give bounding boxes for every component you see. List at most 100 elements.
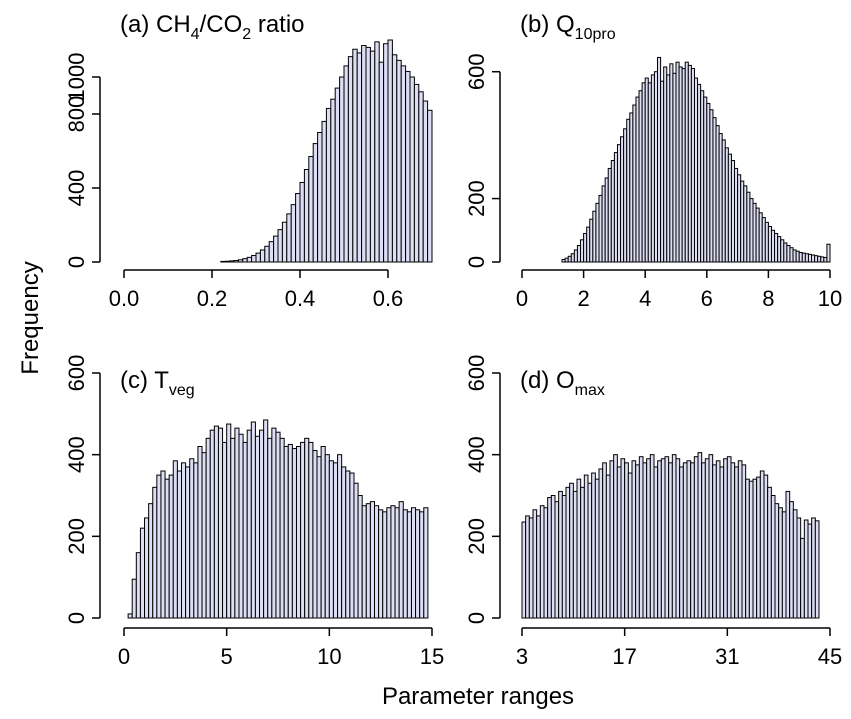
y-tick-label: 400 [64, 170, 89, 207]
histogram-bar [378, 61, 385, 263]
histogram-bar [176, 470, 182, 619]
histogram-bar [752, 478, 758, 619]
histogram-bar [631, 460, 637, 619]
histogram-bar [778, 507, 783, 619]
histogram-bar [770, 495, 776, 619]
x-tick-label: 8 [762, 286, 774, 311]
x-tick-label: 10 [317, 644, 341, 669]
histogram-bar [587, 482, 593, 619]
histogram-bar [226, 423, 232, 619]
x-tick-label: 3 [516, 644, 528, 669]
histogram-bar [303, 169, 310, 263]
histogram-bar [131, 578, 137, 619]
histogram-bar [580, 486, 585, 619]
histogram-bar [156, 474, 162, 619]
histogram-bar [391, 54, 398, 263]
x-tick-label: 0.0 [109, 286, 140, 311]
histogram-bar [246, 429, 252, 619]
histogram-bar [796, 517, 802, 619]
histogram-bar [345, 470, 351, 619]
histogram-bar [148, 503, 154, 619]
histogram-bar [423, 507, 429, 619]
histogram-bar [396, 59, 402, 263]
histogram-bar [189, 458, 195, 619]
panel-c: 0 5 10 15 0 200 400 600 (c) Tveg [64, 355, 444, 669]
histogram-bar [295, 193, 301, 263]
histogram-bar [668, 462, 673, 619]
histogram-bar [312, 143, 319, 263]
y-tick-label: 600 [464, 355, 489, 392]
histogram-bar [723, 458, 728, 619]
histogram-bar [715, 460, 721, 619]
histogram-bar [286, 213, 292, 263]
histogram-bar [811, 517, 816, 619]
histogram-bar [569, 482, 574, 619]
histogram-bar [521, 521, 527, 619]
histogram-bar [334, 87, 341, 263]
histogram-bar [320, 446, 326, 619]
y-tick-label: 0 [464, 256, 489, 268]
histogram-bar [627, 472, 633, 619]
x-tick-label: 5 [221, 644, 233, 669]
panel-c-title: (c) Tveg [120, 367, 195, 399]
histogram-bar [422, 100, 429, 263]
y-tick-label: 0 [64, 256, 89, 268]
histogram-bar [259, 249, 266, 263]
histogram-bar [682, 462, 688, 619]
x-tick-label: 10 [818, 286, 842, 311]
histogram-bar [369, 501, 376, 619]
histogram-bar [230, 437, 236, 619]
histogram-bar [726, 456, 732, 619]
x-tick-label: 0 [118, 644, 130, 669]
histogram-bar [781, 511, 787, 619]
panel-d-title: (d) Omax [520, 367, 605, 399]
histogram-bar [201, 452, 207, 619]
histogram-bar [337, 454, 343, 619]
histogram-bar [390, 505, 396, 619]
histogram-bar [539, 505, 545, 619]
x-tick-label: 6 [701, 286, 713, 311]
histogram-bar [139, 527, 146, 619]
histogram-bar [649, 454, 655, 619]
x-tick-label: 31 [715, 644, 739, 669]
histogram-bar [576, 478, 582, 619]
histogram-bar [267, 437, 273, 619]
panel-d-bars [521, 452, 820, 619]
histogram-bar [410, 507, 417, 619]
histogram-bar [168, 474, 174, 619]
y-tick-label: 200 [464, 518, 489, 555]
histogram-bar [332, 462, 339, 619]
histogram-bar [374, 41, 380, 263]
histogram-bar [250, 421, 256, 619]
histogram-bar [400, 65, 407, 263]
histogram-bar [242, 441, 248, 619]
panel-c-bars [127, 419, 429, 619]
histogram-bar [242, 258, 248, 263]
histogram-bar [229, 260, 235, 263]
histogram-bar [365, 503, 371, 619]
x-tick-label: 0.6 [373, 286, 404, 311]
histogram-bar [785, 490, 791, 619]
histogram-bar [398, 501, 404, 619]
histogram-bar [528, 517, 534, 619]
histogram-bar [172, 460, 178, 619]
histogram-bar [353, 482, 359, 619]
histogram-bar [234, 427, 240, 619]
histogram-bar [605, 474, 611, 619]
histogram-bar [602, 462, 607, 619]
histogram-bar [383, 43, 389, 263]
histogram-bar [701, 462, 706, 619]
histogram-bar [268, 241, 275, 263]
histogram-bar [536, 515, 541, 619]
histogram-bar [365, 46, 371, 263]
histogram-bar [180, 462, 187, 619]
x-tick-label: 15 [420, 644, 444, 669]
histogram-bar [328, 460, 334, 619]
histogram-bar [671, 454, 677, 619]
y-tick-label: 600 [64, 355, 89, 392]
histogram-bar [635, 464, 640, 619]
histogram-bar [317, 132, 323, 263]
histogram-bar [343, 65, 349, 263]
panel-b-title: (b) Q10pro [520, 11, 616, 43]
